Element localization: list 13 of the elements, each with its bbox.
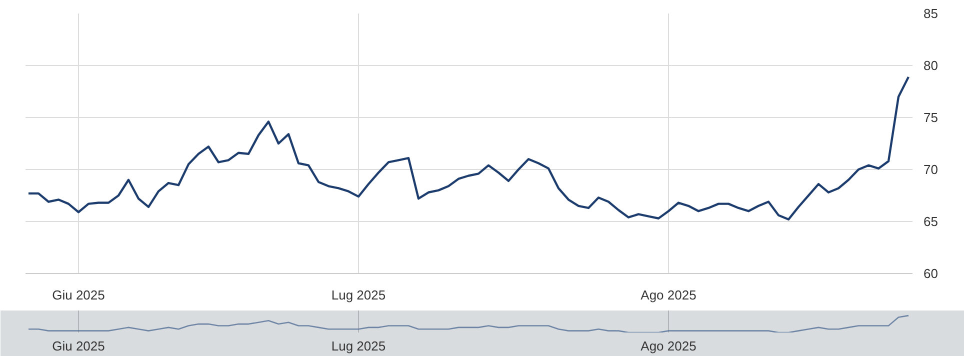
x-tick-label: Lug 2025 <box>331 338 386 354</box>
y-tick-label: 70 <box>924 162 938 177</box>
x-tick-label: Ago 2025 <box>640 288 696 302</box>
x-tick-label: Giu 2025 <box>52 288 105 302</box>
y-tick-label: 80 <box>924 58 938 73</box>
line-series <box>27 76 910 221</box>
y-tick-label: 60 <box>924 266 938 281</box>
x-tick-label: Ago 2025 <box>640 338 696 354</box>
x-tick-label: Giu 2025 <box>52 338 105 354</box>
y-tick-label: 75 <box>924 110 938 125</box>
y-tick-label: 65 <box>924 214 938 229</box>
y-tick-label: 85 <box>924 6 938 21</box>
x-tick-label: Lug 2025 <box>331 288 386 302</box>
